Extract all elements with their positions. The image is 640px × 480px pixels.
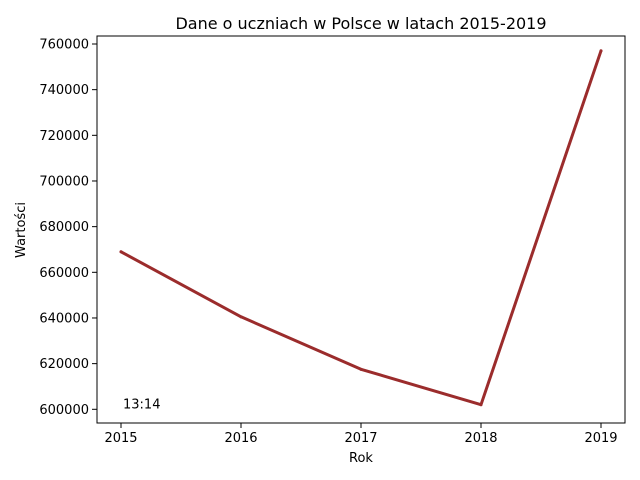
x-tick-label: 2016 <box>224 431 257 446</box>
x-tick-label: 2017 <box>344 431 377 446</box>
data-point <box>599 49 603 53</box>
y-tick-label: 660000 <box>39 266 89 281</box>
chart-title: Dane o uczniach w Polsce w latach 2015-2… <box>175 14 546 33</box>
x-tick-label: 2015 <box>104 431 137 446</box>
y-tick-label: 640000 <box>39 311 89 326</box>
x-tick-label: 2019 <box>584 431 617 446</box>
x-axis-label: Rok <box>349 451 373 466</box>
annotation-label: 13:14 <box>123 397 160 412</box>
data-point <box>479 403 483 407</box>
data-point <box>239 315 243 319</box>
y-tick-label: 700000 <box>39 174 89 189</box>
data-point <box>119 250 123 254</box>
y-tick-label: 680000 <box>39 220 89 235</box>
y-tick-label: 720000 <box>39 129 89 144</box>
y-tick-label: 620000 <box>39 357 89 372</box>
y-tick-label: 760000 <box>39 37 89 52</box>
x-tick-label: 2018 <box>464 431 497 446</box>
series-line <box>119 49 603 407</box>
data-point <box>359 367 363 371</box>
y-tick-label: 740000 <box>39 83 89 98</box>
y-tick-label: 600000 <box>39 403 89 418</box>
y-axis-label: Wartości <box>14 202 29 258</box>
plot-frame <box>96 35 626 424</box>
plot-area: 2015 2016 2017 2018 2019 600000 620000 640000 66… <box>39 35 626 446</box>
